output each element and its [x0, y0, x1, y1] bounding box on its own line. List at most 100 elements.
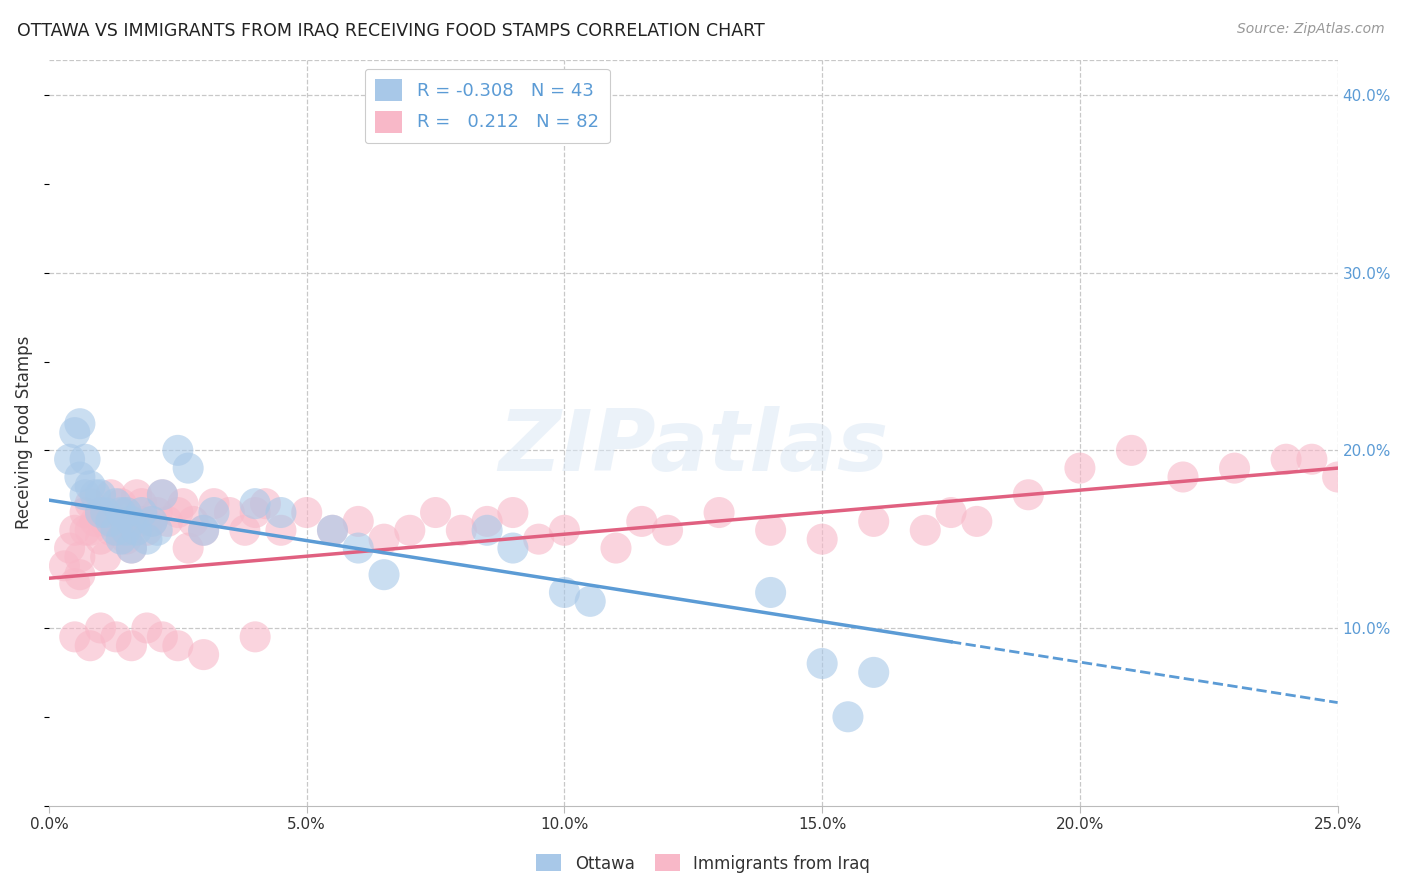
Point — [502, 541, 524, 555]
Point — [193, 523, 215, 537]
Point — [89, 621, 111, 635]
Point — [862, 665, 884, 680]
Point — [135, 621, 157, 635]
Point — [172, 497, 194, 511]
Legend: R = -0.308   N = 43, R =   0.212   N = 82: R = -0.308 N = 43, R = 0.212 N = 82 — [364, 69, 610, 144]
Point — [110, 523, 132, 537]
Point — [89, 506, 111, 520]
Point — [89, 532, 111, 546]
Point — [425, 506, 447, 520]
Point — [120, 515, 142, 529]
Point — [166, 506, 188, 520]
Point — [398, 523, 420, 537]
Point — [131, 497, 153, 511]
Point — [100, 523, 122, 537]
Point — [110, 532, 132, 546]
Point — [63, 425, 86, 440]
Point — [202, 506, 225, 520]
Point — [120, 515, 142, 529]
Point — [166, 443, 188, 458]
Y-axis label: Receiving Food Stamps: Receiving Food Stamps — [15, 336, 32, 529]
Point — [605, 541, 627, 555]
Point — [104, 630, 127, 644]
Point — [450, 523, 472, 537]
Point — [63, 630, 86, 644]
Point — [243, 506, 266, 520]
Point — [202, 497, 225, 511]
Point — [475, 523, 498, 537]
Point — [233, 523, 256, 537]
Point — [862, 515, 884, 529]
Point — [837, 710, 859, 724]
Point — [69, 549, 91, 564]
Point — [131, 506, 153, 520]
Point — [69, 567, 91, 582]
Point — [1275, 452, 1298, 467]
Point — [100, 488, 122, 502]
Point — [89, 506, 111, 520]
Point — [120, 541, 142, 555]
Point — [657, 523, 679, 537]
Point — [146, 523, 169, 537]
Point — [295, 506, 318, 520]
Point — [53, 558, 76, 573]
Point — [759, 585, 782, 599]
Point — [79, 497, 101, 511]
Point — [527, 532, 550, 546]
Point — [939, 506, 962, 520]
Point — [104, 523, 127, 537]
Point — [156, 515, 179, 529]
Point — [218, 506, 240, 520]
Point — [811, 532, 834, 546]
Point — [177, 461, 200, 475]
Point — [120, 639, 142, 653]
Point — [270, 506, 292, 520]
Point — [110, 497, 132, 511]
Point — [914, 523, 936, 537]
Point — [84, 515, 107, 529]
Point — [79, 479, 101, 493]
Point — [79, 523, 101, 537]
Point — [135, 523, 157, 537]
Point — [553, 523, 575, 537]
Point — [141, 515, 163, 529]
Point — [125, 523, 148, 537]
Point — [1121, 443, 1143, 458]
Point — [166, 639, 188, 653]
Point — [120, 541, 142, 555]
Point — [94, 506, 117, 520]
Point — [115, 532, 138, 546]
Point — [89, 488, 111, 502]
Point — [347, 541, 370, 555]
Point — [579, 594, 602, 608]
Point — [79, 639, 101, 653]
Point — [131, 515, 153, 529]
Point — [58, 541, 80, 555]
Point — [759, 523, 782, 537]
Point — [73, 523, 96, 537]
Point — [115, 506, 138, 520]
Point — [502, 506, 524, 520]
Text: ZIPatlas: ZIPatlas — [498, 406, 889, 489]
Point — [69, 417, 91, 431]
Point — [69, 470, 91, 484]
Point — [270, 523, 292, 537]
Point — [110, 506, 132, 520]
Point — [1069, 461, 1091, 475]
Point — [73, 452, 96, 467]
Point — [63, 576, 86, 591]
Point — [94, 549, 117, 564]
Text: Source: ZipAtlas.com: Source: ZipAtlas.com — [1237, 22, 1385, 37]
Point — [193, 523, 215, 537]
Point — [115, 506, 138, 520]
Point — [475, 515, 498, 529]
Point — [84, 488, 107, 502]
Point — [73, 488, 96, 502]
Point — [1326, 470, 1348, 484]
Point — [630, 515, 652, 529]
Legend: Ottawa, Immigrants from Iraq: Ottawa, Immigrants from Iraq — [530, 847, 876, 880]
Point — [373, 532, 395, 546]
Point — [373, 567, 395, 582]
Point — [150, 488, 173, 502]
Point — [63, 523, 86, 537]
